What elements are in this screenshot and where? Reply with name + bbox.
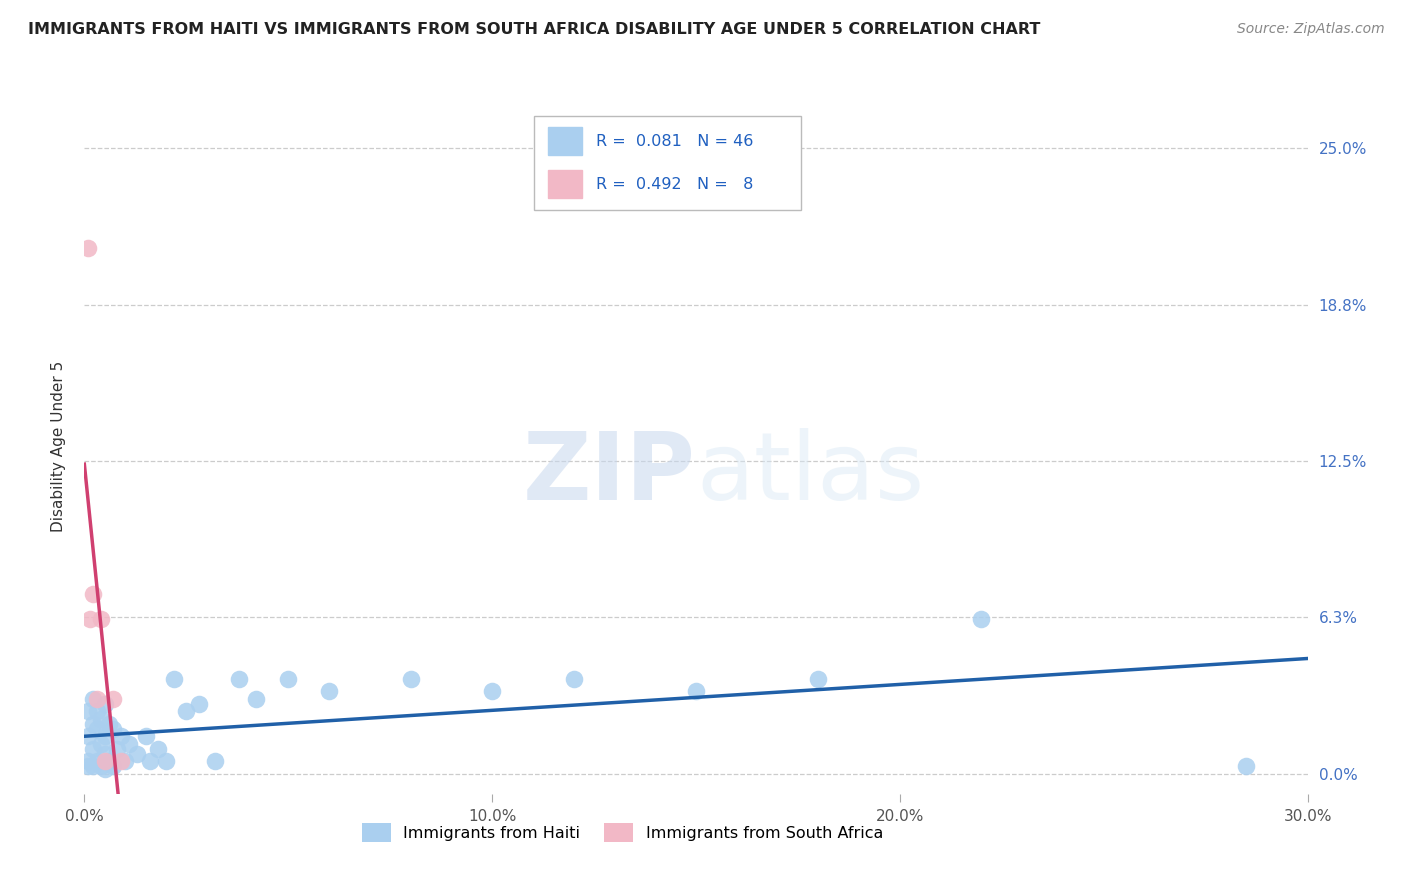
- Point: [118, 737, 141, 751]
- Point: [93, 729, 115, 743]
- Point: [138, 755, 160, 769]
- Point: [77, 729, 100, 743]
- Bar: [547, 170, 582, 198]
- Point: [245, 691, 267, 706]
- Point: [93, 755, 115, 769]
- Text: ZIP: ZIP: [523, 428, 696, 520]
- Point: [97, 716, 120, 731]
- Bar: [547, 128, 582, 155]
- Point: [82, 691, 104, 706]
- Point: [90, 737, 112, 751]
- Point: [110, 755, 132, 769]
- Point: [77, 759, 100, 773]
- Point: [114, 755, 136, 769]
- Point: [174, 704, 197, 718]
- Point: [90, 759, 112, 773]
- Point: [101, 759, 124, 773]
- Point: [90, 612, 112, 626]
- Point: [146, 741, 169, 756]
- Point: [93, 762, 115, 776]
- Point: [90, 712, 112, 726]
- Point: [105, 741, 128, 756]
- Point: [970, 612, 993, 626]
- Point: [82, 759, 104, 773]
- Point: [562, 672, 585, 686]
- Point: [82, 587, 104, 601]
- Point: [86, 691, 108, 706]
- Point: [110, 729, 132, 743]
- Point: [155, 755, 177, 769]
- Point: [204, 755, 226, 769]
- Legend: Immigrants from Haiti, Immigrants from South Africa: Immigrants from Haiti, Immigrants from S…: [356, 816, 890, 848]
- Point: [97, 755, 120, 769]
- Text: atlas: atlas: [696, 428, 924, 520]
- Text: Source: ZipAtlas.com: Source: ZipAtlas.com: [1237, 22, 1385, 37]
- Point: [77, 755, 100, 769]
- Point: [79, 612, 101, 626]
- Point: [86, 722, 108, 736]
- Point: [82, 716, 104, 731]
- Point: [127, 747, 149, 761]
- Y-axis label: Disability Age Under 5: Disability Age Under 5: [51, 360, 66, 532]
- Point: [82, 741, 104, 756]
- Point: [135, 729, 157, 743]
- Point: [93, 697, 115, 711]
- Point: [101, 722, 124, 736]
- Point: [76, 241, 98, 255]
- Point: [399, 672, 422, 686]
- Point: [318, 684, 340, 698]
- Point: [93, 747, 115, 761]
- Point: [1236, 759, 1258, 773]
- Text: R =  0.492   N =   8: R = 0.492 N = 8: [596, 177, 754, 192]
- Point: [187, 697, 209, 711]
- Point: [277, 672, 299, 686]
- Point: [807, 672, 830, 686]
- FancyBboxPatch shape: [534, 116, 801, 210]
- Point: [228, 672, 250, 686]
- Point: [163, 672, 186, 686]
- Point: [86, 704, 108, 718]
- Point: [685, 684, 707, 698]
- Point: [481, 684, 503, 698]
- Text: IMMIGRANTS FROM HAITI VS IMMIGRANTS FROM SOUTH AFRICA DISABILITY AGE UNDER 5 COR: IMMIGRANTS FROM HAITI VS IMMIGRANTS FROM…: [28, 22, 1040, 37]
- Point: [77, 704, 100, 718]
- Point: [101, 691, 124, 706]
- Text: R =  0.081   N = 46: R = 0.081 N = 46: [596, 134, 754, 149]
- Point: [86, 755, 108, 769]
